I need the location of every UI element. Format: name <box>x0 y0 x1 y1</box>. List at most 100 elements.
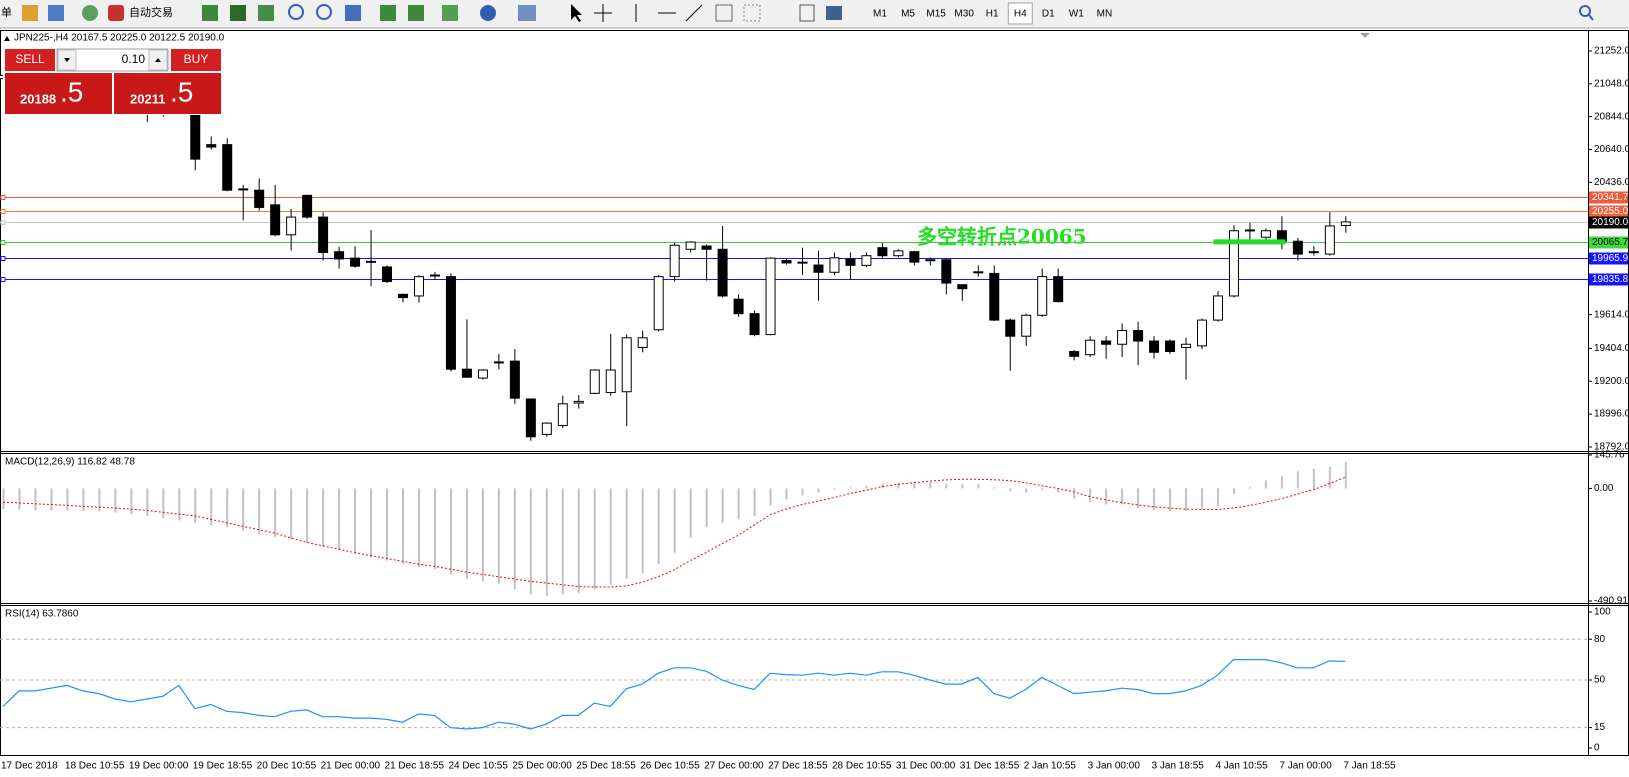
search[interactable] <box>1588 14 1594 21</box>
macd-bar <box>82 488 85 511</box>
timeframe-button[interactable]: W1 <box>1069 9 1084 20</box>
trendline-tool[interactable] <box>685 4 703 22</box>
macd-bar <box>545 488 548 596</box>
fibo-tool[interactable] <box>743 4 761 22</box>
search[interactable] <box>1579 5 1591 17</box>
ask-frac[interactable]: .5 <box>170 76 193 107</box>
macd-bar <box>1041 488 1044 491</box>
candle-body <box>637 337 648 348</box>
icon[interactable] <box>408 5 424 21</box>
timeframe-button[interactable]: D1 <box>1042 9 1055 20</box>
macd-bar <box>18 488 21 510</box>
macd-bar <box>1073 488 1076 499</box>
macd-bar <box>162 488 165 519</box>
timeframe-button[interactable]: M15 <box>926 9 946 20</box>
candle-body <box>334 251 345 260</box>
sell-button[interactable] <box>5 49 55 71</box>
macd-bar <box>66 488 69 511</box>
x-tick-label: 24 Dec 10:55 <box>448 761 508 772</box>
icon[interactable] <box>48 5 64 21</box>
bid-box[interactable] <box>5 73 112 114</box>
macd-bar <box>961 484 964 489</box>
candle-body <box>765 257 776 336</box>
bid-frac[interactable]: .5 <box>60 76 83 107</box>
lot-field[interactable] <box>56 48 169 72</box>
macd-bar <box>242 488 245 531</box>
label-tool[interactable] <box>799 4 815 22</box>
macd-bar <box>290 488 293 540</box>
macd-bar <box>1025 488 1028 493</box>
timeframe-button[interactable]: H4 <box>1014 9 1027 20</box>
buy-button[interactable] <box>171 49 221 71</box>
candle-body <box>413 276 424 297</box>
ask-main[interactable]: 20211 <box>130 91 165 106</box>
timeframe-button[interactable]: MN <box>1097 9 1113 20</box>
candle-body <box>318 216 329 253</box>
macd-bar <box>210 488 213 526</box>
icon[interactable] <box>258 5 274 21</box>
candle-body <box>1117 330 1128 345</box>
candle-body <box>238 188 249 191</box>
timeframe-button[interactable]: H1 <box>986 9 999 20</box>
candle-body <box>1212 295 1223 321</box>
candle-body <box>1037 276 1048 316</box>
macd-title: MACD(12,26,9) 116.82 48.78 <box>5 457 135 468</box>
icon[interactable] <box>380 5 396 21</box>
icon[interactable] <box>518 5 536 21</box>
candle-body <box>286 216 297 236</box>
macd-bar <box>801 488 804 496</box>
candle-body <box>1085 339 1096 356</box>
y-tick-label: 20640.0 <box>1594 144 1629 155</box>
auto-trade[interactable]: 自动交易 <box>129 5 173 19</box>
candle-body <box>733 298 744 315</box>
macd-bar <box>130 488 133 515</box>
y-tick-label: 20844.0 <box>1594 111 1629 122</box>
candle-body <box>1021 314 1032 337</box>
ask-box[interactable] <box>114 73 221 114</box>
candle-body <box>206 144 217 148</box>
level-handle <box>0 209 6 214</box>
candle-body <box>1324 225 1335 255</box>
icon[interactable] <box>202 5 218 21</box>
macd-bar <box>497 488 500 584</box>
macd-bar <box>673 488 676 553</box>
timeframe-button[interactable]: M1 <box>873 9 887 20</box>
buy-label[interactable]: BUY <box>184 52 209 66</box>
timeframe-button[interactable]: M5 <box>901 9 915 20</box>
x-tick-label: 2 Jan 10:55 <box>1024 761 1077 772</box>
x-tick-label: 20 Dec 10:55 <box>257 761 317 772</box>
macd-bar <box>833 488 836 490</box>
x-tick-label: 19 Dec 00:00 <box>129 761 189 772</box>
cursor-tool[interactable] <box>571 4 582 22</box>
icon[interactable] <box>345 5 361 21</box>
icon[interactable] <box>480 5 496 21</box>
icon[interactable] <box>22 5 38 21</box>
macd-bar <box>274 488 277 538</box>
candle-body <box>989 272 1000 321</box>
zoom-in[interactable] <box>288 4 304 20</box>
menu-fragment[interactable]: 单 <box>1 6 12 19</box>
icon[interactable] <box>442 5 458 21</box>
sell-label[interactable]: SELL <box>15 52 45 66</box>
crosshair-tool[interactable] <box>594 4 612 22</box>
candle-body <box>509 360 520 399</box>
zoom-out[interactable] <box>316 4 332 20</box>
x-tick-label: 4 Jan 10:55 <box>1215 761 1268 772</box>
y-tick-label: 20436.0 <box>1594 177 1629 188</box>
x-tick-label: 3 Jan 18:55 <box>1152 761 1205 772</box>
x-tick-label: 17 Dec 2018 <box>1 761 58 772</box>
lot-value[interactable]: 0.10 <box>122 52 146 66</box>
candle-body <box>350 257 361 267</box>
timeframe-button[interactable]: M30 <box>954 9 974 20</box>
candle-body <box>445 276 456 370</box>
icon[interactable] <box>82 5 98 21</box>
channel-tool[interactable] <box>715 4 733 22</box>
macd-bar <box>1232 488 1235 495</box>
level-handle <box>0 195 6 200</box>
macd-bar <box>721 488 724 523</box>
candle-body <box>1228 230 1239 297</box>
auto-trade-icon[interactable] <box>108 5 124 21</box>
icon[interactable] <box>230 5 246 21</box>
bid-main[interactable]: 20188 <box>20 91 56 106</box>
arrows-tool[interactable] <box>826 6 842 20</box>
